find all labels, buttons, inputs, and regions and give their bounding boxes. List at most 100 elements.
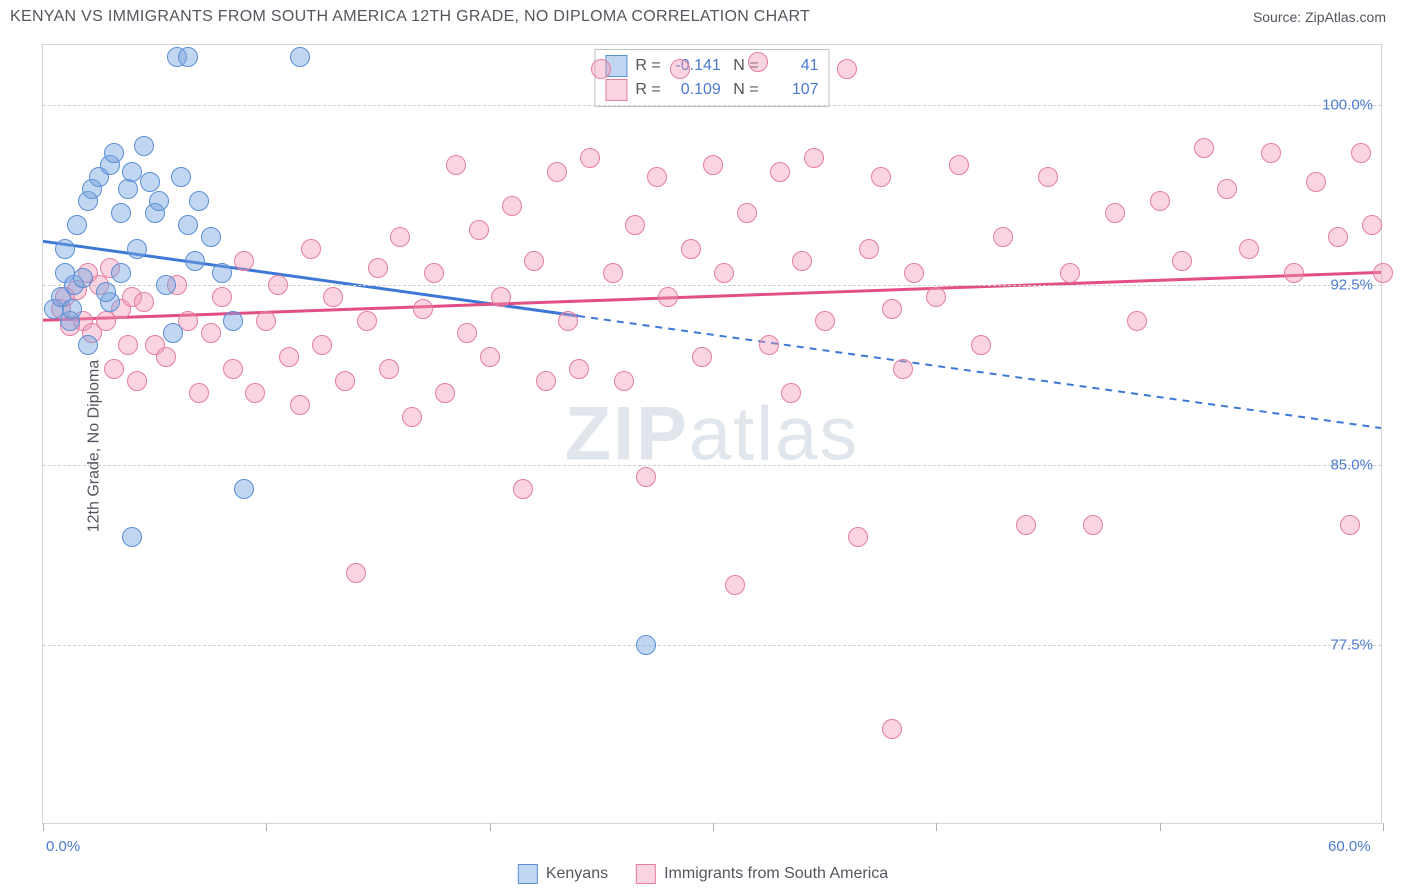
data-point <box>104 359 124 379</box>
data-point <box>245 383 265 403</box>
x-axis-min-label: 0.0% <box>46 838 80 855</box>
data-point <box>171 167 191 187</box>
data-point <box>67 215 87 235</box>
data-point <box>62 299 82 319</box>
data-point <box>971 335 991 355</box>
data-point <box>390 227 410 247</box>
data-point <box>658 287 678 307</box>
source-label: Source: ZipAtlas.com <box>1253 9 1386 25</box>
data-point <box>290 395 310 415</box>
data-point <box>357 311 377 331</box>
gridline <box>43 645 1381 646</box>
chart-title: KENYAN VS IMMIGRANTS FROM SOUTH AMERICA … <box>10 8 810 26</box>
data-point <box>111 203 131 223</box>
data-point <box>871 167 891 187</box>
data-point <box>379 359 399 379</box>
data-point <box>323 287 343 307</box>
data-point <box>670 59 690 79</box>
stat-value-n: 41 <box>767 57 819 75</box>
stat-label-r: R = <box>635 57 660 75</box>
data-point <box>413 299 433 319</box>
data-point <box>580 148 600 168</box>
x-tick <box>936 823 937 831</box>
data-point <box>636 635 656 655</box>
data-point <box>781 383 801 403</box>
data-point <box>1362 215 1382 235</box>
data-point <box>904 263 924 283</box>
data-point <box>558 311 578 331</box>
stats-row: R =-0.141 N =41 <box>605 54 818 78</box>
data-point <box>189 383 209 403</box>
data-point <box>118 335 138 355</box>
data-point <box>993 227 1013 247</box>
data-point <box>1172 251 1192 271</box>
data-point <box>1038 167 1058 187</box>
data-point <box>312 335 332 355</box>
data-point <box>1328 227 1348 247</box>
data-point <box>614 371 634 391</box>
data-point <box>703 155 723 175</box>
data-point <box>1105 203 1125 223</box>
data-point <box>926 287 946 307</box>
y-tick-label: 100.0% <box>1322 97 1373 114</box>
data-point <box>569 359 589 379</box>
gridline <box>43 285 1381 286</box>
data-point <box>368 258 388 278</box>
x-tick <box>490 823 491 831</box>
x-axis-max-label: 60.0% <box>1328 838 1371 855</box>
data-point <box>346 563 366 583</box>
data-point <box>134 292 154 312</box>
data-point <box>301 239 321 259</box>
data-point <box>647 167 667 187</box>
chart-area: ZIPatlas R =-0.141 N =41R =0.109 N =107 … <box>42 44 1382 824</box>
x-tick <box>713 823 714 831</box>
y-tick-label: 92.5% <box>1330 277 1373 294</box>
data-point <box>290 47 310 67</box>
data-point <box>127 371 147 391</box>
data-point <box>725 575 745 595</box>
legend-swatch <box>636 864 656 884</box>
data-point <box>681 239 701 259</box>
data-point <box>859 239 879 259</box>
data-point <box>104 143 124 163</box>
data-point <box>636 467 656 487</box>
data-point <box>111 263 131 283</box>
gridline <box>43 465 1381 466</box>
data-point <box>491 287 511 307</box>
data-point <box>692 347 712 367</box>
data-point <box>513 479 533 499</box>
data-point <box>127 239 147 259</box>
stats-row: R =0.109 N =107 <box>605 78 818 102</box>
x-tick <box>1160 823 1161 831</box>
data-point <box>446 155 466 175</box>
data-point <box>770 162 790 182</box>
data-point <box>591 59 611 79</box>
data-point <box>603 263 623 283</box>
legend-item: Immigrants from South America <box>636 864 888 884</box>
stat-value-r: 0.109 <box>669 81 721 99</box>
data-point <box>256 311 276 331</box>
x-tick <box>1383 823 1384 831</box>
header: KENYAN VS IMMIGRANTS FROM SOUTH AMERICA … <box>0 0 1406 30</box>
data-point <box>1127 311 1147 331</box>
data-point <box>78 335 98 355</box>
data-point <box>792 251 812 271</box>
data-point <box>122 527 142 547</box>
data-point <box>201 227 221 247</box>
data-point <box>1150 191 1170 211</box>
x-tick <box>43 823 44 831</box>
data-point <box>55 239 75 259</box>
data-point <box>1083 515 1103 535</box>
stats-legend: R =-0.141 N =41R =0.109 N =107 <box>594 49 829 107</box>
data-point <box>118 179 138 199</box>
data-point <box>1351 143 1371 163</box>
data-point <box>223 311 243 331</box>
x-tick <box>266 823 267 831</box>
data-point <box>402 407 422 427</box>
data-point <box>759 335 779 355</box>
legend-swatch <box>518 864 538 884</box>
data-point <box>524 251 544 271</box>
data-point <box>335 371 355 391</box>
data-point <box>457 323 477 343</box>
stat-value-n: 107 <box>767 81 819 99</box>
